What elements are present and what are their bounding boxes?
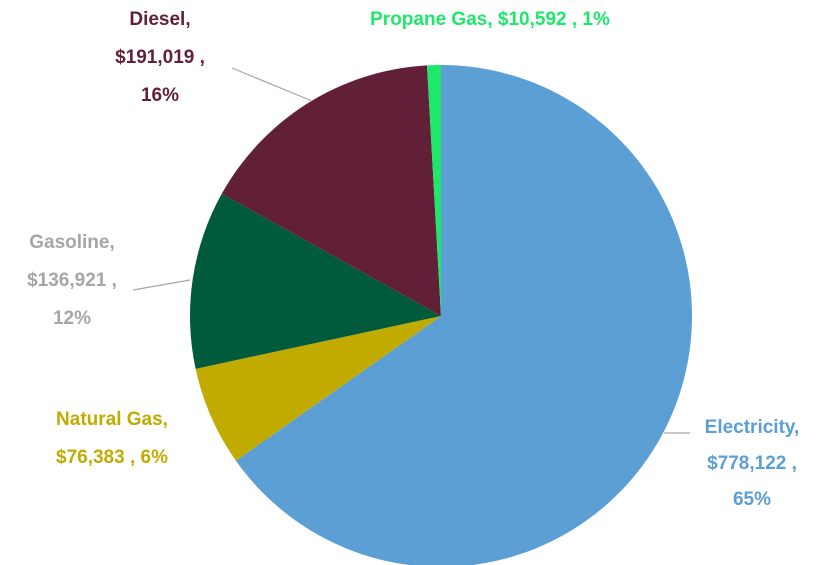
data-labels: Electricity, $778,122 , 65% Natural Gas, $76… bbox=[27, 9, 799, 510]
pie-slice bbox=[427, 65, 441, 316]
data-label: 65% bbox=[733, 489, 771, 510]
data-label: Natural Gas, bbox=[56, 409, 168, 430]
data-label: 12% bbox=[53, 308, 91, 329]
data-label: $76,383 , 6% bbox=[56, 447, 168, 468]
data-label: Electricity, bbox=[705, 417, 800, 438]
data-label: $191,019 , bbox=[115, 47, 205, 68]
data-label: $778,122 , bbox=[707, 453, 797, 474]
data-label: $136,921 , bbox=[27, 270, 117, 291]
data-label: Gasoline, bbox=[29, 232, 115, 253]
pie-slice bbox=[189, 193, 441, 369]
pie-slice bbox=[235, 65, 692, 565]
pie bbox=[189, 65, 692, 565]
data-label: 16% bbox=[141, 85, 179, 106]
leader-line bbox=[132, 279, 191, 291]
data-label: Diesel, bbox=[129, 9, 190, 30]
leader-line bbox=[231, 67, 313, 102]
pie-slice bbox=[195, 316, 441, 461]
pie-slice bbox=[221, 65, 441, 316]
data-label: Propane Gas, $10,592 , 1% bbox=[370, 9, 610, 30]
